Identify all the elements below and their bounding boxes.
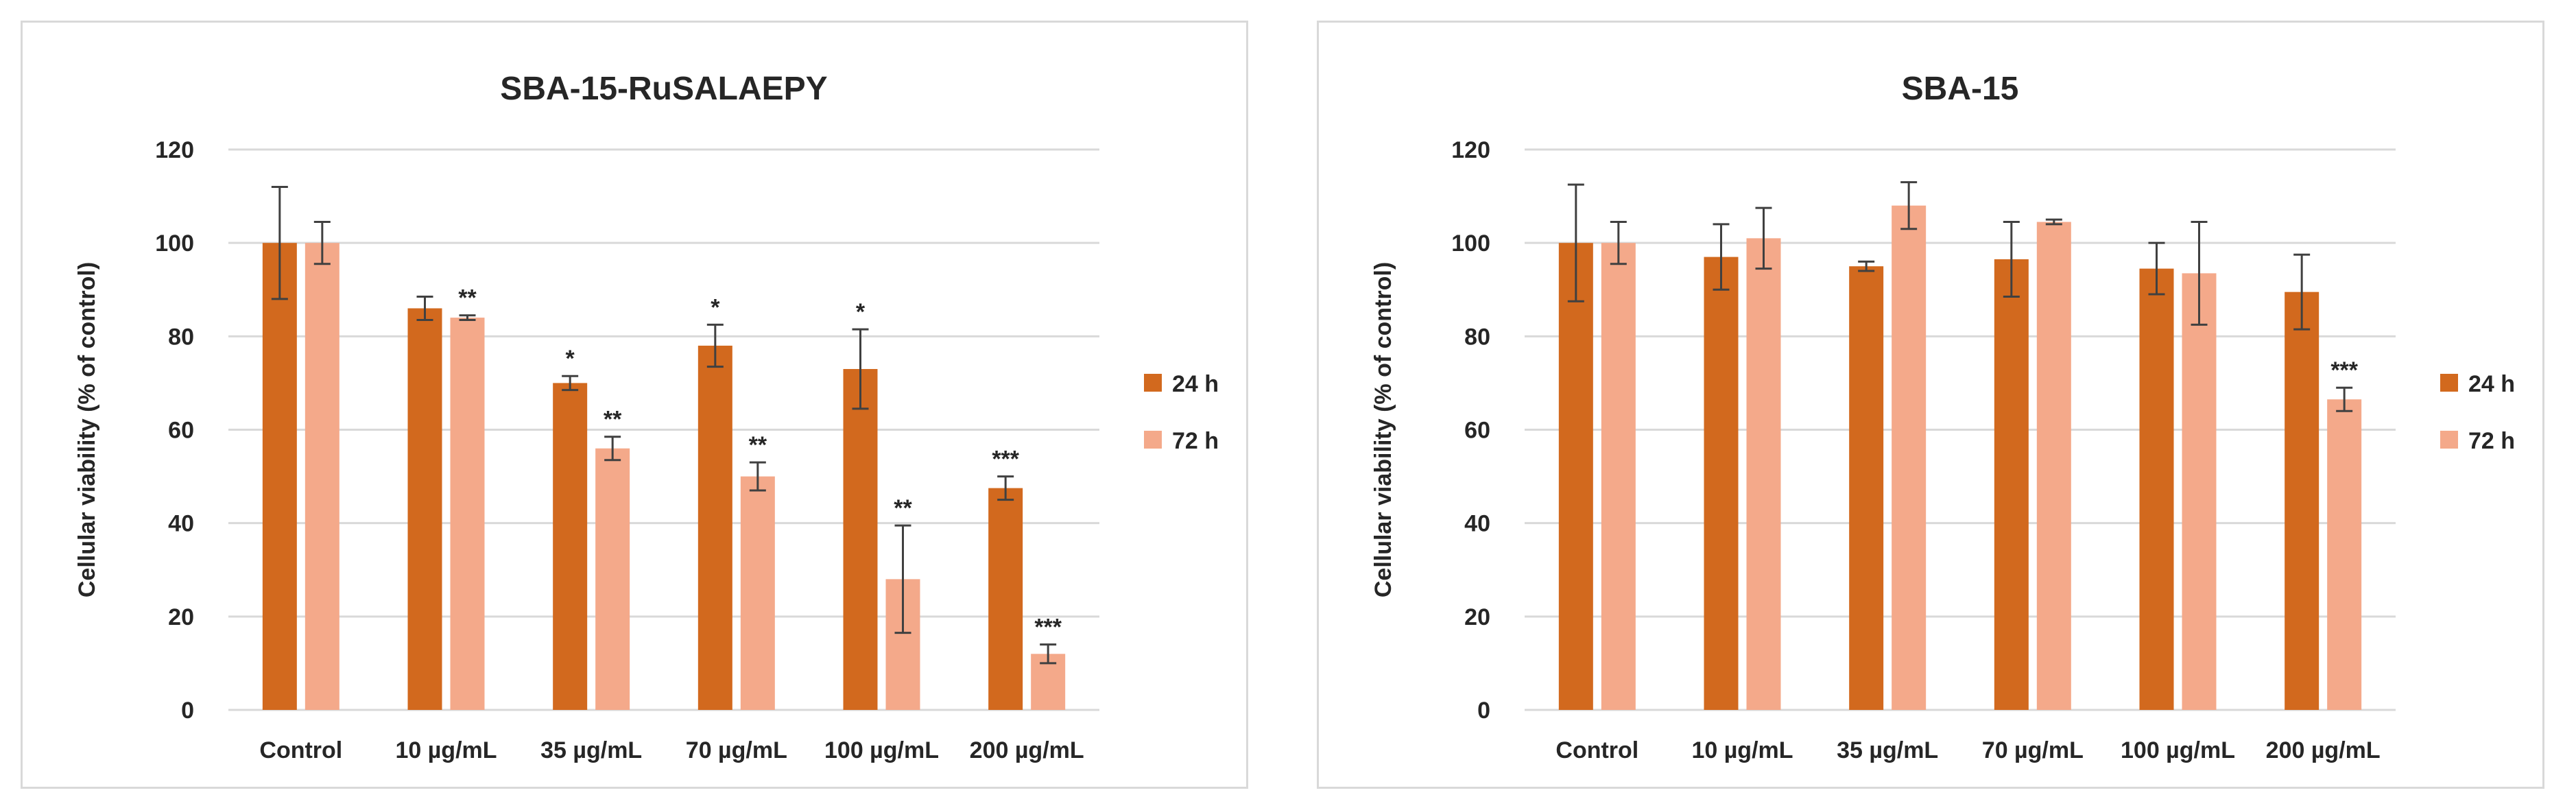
y-tick-label: 40 [1464, 511, 1490, 537]
legend-swatch-24h [1144, 374, 1162, 392]
significance-label: *** [992, 447, 1019, 473]
legend-label: 72 h [2468, 428, 2515, 454]
bar-24h [1704, 257, 1739, 710]
chart-panel-left: SBA-15-RuSALAEPY 0 20 40 60 80 100 120 Cellular … [21, 21, 1248, 789]
chart-svg-right: SBA-15 0 20 40 60 80 100 120 Cellular viability … [1370, 71, 2515, 763]
y-tick-label: 20 [168, 604, 194, 630]
bar-72h [2327, 399, 2362, 710]
bar-72h [2036, 222, 2071, 710]
bar-24h [2285, 292, 2319, 710]
bar-72h [305, 243, 339, 711]
y-tick-label: 100 [155, 230, 194, 257]
bar-24h [553, 383, 588, 710]
y-tick-label: 120 [155, 137, 194, 163]
y-axis-label: Cellular viability (% of control) [1370, 262, 1396, 597]
x-tick-label: Control [259, 737, 342, 763]
y-tick-label: 100 [1451, 230, 1490, 257]
bar-24h [1849, 266, 1884, 710]
y-axis-label: Cellular viability (% of control) [74, 262, 100, 597]
x-tick-label: 70 µg/mL [686, 737, 787, 763]
y-tick-label: 60 [1464, 418, 1490, 444]
chart-title: SBA-15-RuSALAEPY [500, 71, 827, 107]
chart-panel-right: SBA-15 0 20 40 60 80 100 120 Cellular viability … [1317, 21, 2544, 789]
significance-label: *** [1034, 615, 1062, 641]
x-tick-label: Control [1555, 737, 1638, 763]
y-tick-label: 0 [1477, 698, 1490, 724]
legend-label: 24 h [1172, 371, 1219, 397]
significance-label: * [711, 294, 720, 320]
legend-label: 72 h [1172, 428, 1219, 454]
bar-24h [988, 488, 1023, 710]
legend-swatch-24h [2440, 374, 2458, 392]
significance-label: ** [458, 285, 477, 311]
significance-label: ** [894, 495, 912, 521]
bar-72h [1601, 243, 1636, 711]
legend-swatch-72h [2440, 431, 2458, 449]
bar-24h [1994, 259, 2029, 710]
x-tick-label: 100 µg/mL [2121, 737, 2235, 763]
legend-swatch-72h [1144, 431, 1162, 449]
y-tick-label: 80 [168, 324, 194, 350]
chart-svg-left: SBA-15-RuSALAEPY 0 20 40 60 80 100 120 Cellular … [74, 71, 1219, 763]
legend-label: 24 h [2468, 371, 2515, 397]
x-tick-label: 200 µg/mL [2266, 737, 2381, 763]
bar-24h [697, 345, 732, 710]
significance-label: * [856, 299, 866, 325]
significance-label: *** [2330, 357, 2358, 383]
significance-label: ** [604, 407, 622, 433]
chart-title: SBA-15 [1902, 71, 2019, 107]
bar-72h [450, 318, 485, 711]
x-tick-label: 35 µg/mL [1837, 737, 1938, 763]
y-tick-label: 120 [1451, 137, 1490, 163]
significance-label: * [566, 346, 575, 372]
y-tick-label: 80 [1464, 324, 1490, 350]
bar-72h [1892, 205, 1927, 710]
x-tick-label: 10 µg/mL [1691, 737, 1793, 763]
y-tick-label: 0 [181, 698, 194, 724]
bar-24h [843, 368, 878, 710]
x-tick-label: 200 µg/mL [970, 737, 1084, 763]
y-tick-label: 40 [168, 511, 194, 537]
bar-24h [1558, 243, 1593, 711]
bar-72h [595, 448, 630, 710]
x-tick-label: 10 µg/mL [395, 737, 497, 763]
bar-24h [2139, 268, 2174, 710]
x-tick-label: 70 µg/mL [1982, 737, 2084, 763]
y-tick-label: 60 [168, 418, 194, 444]
bar-72h [1746, 238, 1781, 710]
bar-24h [262, 243, 297, 711]
x-tick-label: 35 µg/mL [540, 737, 642, 763]
bar-24h [407, 308, 442, 710]
bar-72h [740, 476, 775, 710]
x-tick-label: 100 µg/mL [824, 737, 939, 763]
significance-label: ** [749, 432, 767, 458]
bar-72h [2182, 273, 2217, 710]
y-tick-label: 20 [1464, 604, 1490, 630]
